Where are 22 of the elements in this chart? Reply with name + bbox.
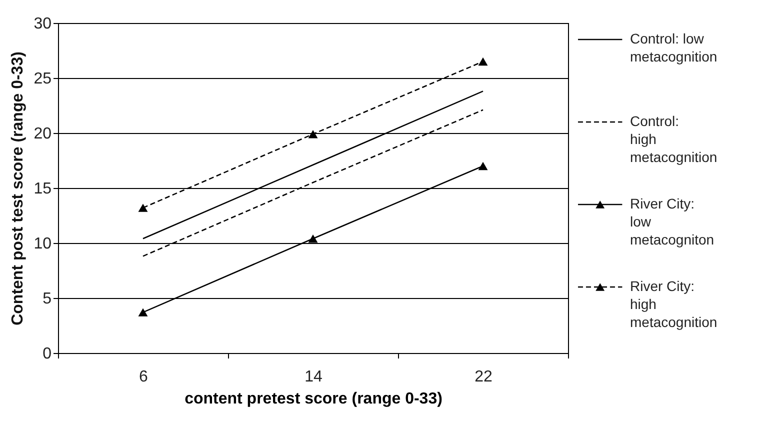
y-tick-label: 25 <box>34 70 52 88</box>
point <box>478 57 488 66</box>
y-tick-label: 15 <box>34 180 52 198</box>
legend-label: Control: low metacognition <box>630 30 718 64</box>
y-tick-label: 20 <box>34 126 52 142</box>
y-tick-label: 5 <box>42 290 52 308</box>
x-tick-label: 14 <box>304 368 322 386</box>
x-tick-label: 22 <box>474 368 492 386</box>
point <box>138 308 148 316</box>
legend-label: Control: high metacognition <box>630 113 718 165</box>
y-tick-label: 30 <box>34 16 52 32</box>
y-tick-label: 10 <box>34 236 52 252</box>
x-axis-title: content pretest score (range 0-33) <box>184 390 442 408</box>
legend-label: River City: low metacogniton <box>630 196 714 248</box>
point <box>308 234 318 243</box>
y-tick-label: 0 <box>42 346 52 362</box>
y-axis-title: Content post test score (range 0-33) <box>10 52 27 326</box>
point <box>478 162 488 170</box>
point <box>138 204 148 212</box>
x-tick-label: 6 <box>139 368 148 386</box>
point <box>308 130 318 138</box>
legend-label: River City: high metacognition <box>630 278 718 330</box>
